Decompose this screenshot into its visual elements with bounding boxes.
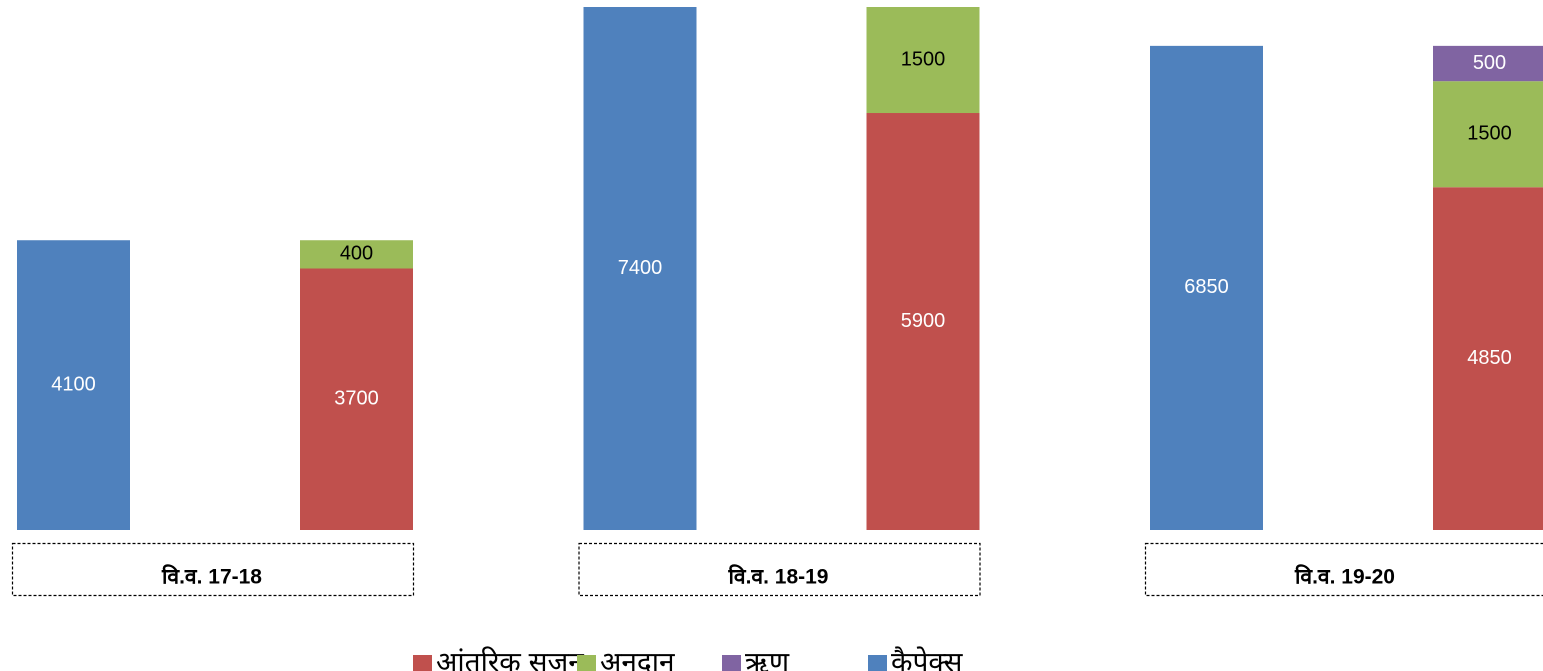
legend-label: कैपेक्स: [891, 645, 964, 671]
legend-swatch: [577, 655, 596, 671]
bar: [583, 7, 697, 530]
value-label: 3700: [334, 388, 379, 410]
legend-swatch: [722, 655, 741, 671]
category-box: [1144, 542, 1543, 597]
legend-swatch: [413, 655, 432, 671]
bar: [1150, 45, 1263, 531]
legend-label: ऋण: [745, 646, 790, 671]
bar-segment: [1433, 45, 1543, 82]
legend-label: आंतरिक सृजन: [436, 645, 584, 671]
x-tick-label: वि.व. 18-19: [727, 564, 828, 589]
bar-segment: [1433, 187, 1543, 531]
bar: [17, 240, 130, 530]
value-label: 1500: [1467, 122, 1512, 144]
value-label: 400: [340, 243, 373, 265]
value-label: 500: [1473, 52, 1506, 74]
value-label: 7400: [618, 257, 663, 279]
value-label: 5900: [901, 310, 946, 332]
value-label: 4100: [51, 373, 96, 395]
bar-segment: [300, 268, 413, 530]
value-label: 1500: [901, 48, 946, 70]
legend-label: अनुदान: [600, 646, 675, 671]
value-label: 4850: [1467, 347, 1512, 369]
category-box: [11, 542, 415, 597]
bar-segment: [866, 113, 980, 530]
bar-segment: [866, 7, 980, 114]
bar-segment: [300, 240, 413, 269]
legend-swatch: [868, 655, 887, 671]
bar-segment: [1433, 81, 1543, 188]
x-tick-label: वि.व. 19-20: [1294, 564, 1395, 589]
category-box: [578, 542, 981, 597]
value-label: 6850: [1184, 276, 1229, 298]
x-tick-label: वि.व. 17-18: [161, 564, 262, 589]
